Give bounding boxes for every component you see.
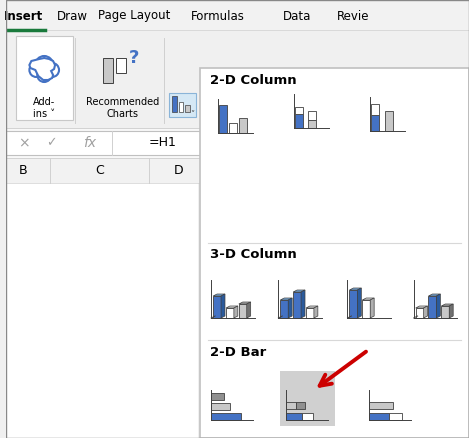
Bar xyxy=(293,292,301,318)
Text: D: D xyxy=(174,165,183,177)
Polygon shape xyxy=(363,298,374,300)
Bar xyxy=(185,105,190,112)
Circle shape xyxy=(298,91,326,119)
Text: ✓: ✓ xyxy=(46,137,56,149)
Bar xyxy=(429,296,436,318)
Bar xyxy=(441,306,449,318)
Polygon shape xyxy=(441,304,453,306)
Polygon shape xyxy=(221,294,225,318)
Bar xyxy=(226,308,234,318)
Circle shape xyxy=(35,56,53,74)
Bar xyxy=(280,371,335,426)
Polygon shape xyxy=(213,294,225,296)
Bar xyxy=(116,58,126,73)
Text: 2-D Column: 2-D Column xyxy=(210,74,297,88)
Bar xyxy=(6,158,469,183)
Bar xyxy=(239,118,247,133)
Polygon shape xyxy=(449,304,453,318)
Text: 3-D Column: 3-D Column xyxy=(210,248,297,261)
Bar xyxy=(308,111,316,120)
Bar xyxy=(104,58,113,83)
Bar xyxy=(6,131,381,155)
Polygon shape xyxy=(416,306,428,308)
Text: Revie: Revie xyxy=(337,10,370,22)
Bar xyxy=(239,304,247,318)
Bar xyxy=(211,413,241,420)
Bar xyxy=(15,36,73,120)
Bar xyxy=(349,290,357,318)
Bar xyxy=(371,104,379,115)
Polygon shape xyxy=(370,298,374,318)
Text: Add-
ins ˅: Add- ins ˅ xyxy=(33,97,55,119)
Polygon shape xyxy=(288,298,292,318)
Text: C: C xyxy=(95,165,104,177)
Text: =H1: =H1 xyxy=(149,137,177,149)
Polygon shape xyxy=(314,306,318,318)
Bar xyxy=(337,92,364,118)
Bar xyxy=(211,393,224,400)
Bar xyxy=(286,402,296,409)
Polygon shape xyxy=(293,290,305,292)
Text: Recommended
Charts: Recommended Charts xyxy=(86,97,159,119)
Bar xyxy=(369,413,389,420)
Bar xyxy=(229,123,237,133)
Bar xyxy=(280,300,288,318)
Polygon shape xyxy=(429,294,440,296)
Bar xyxy=(203,93,228,117)
Bar xyxy=(6,128,469,158)
Polygon shape xyxy=(436,294,440,318)
Bar xyxy=(369,402,393,409)
Bar xyxy=(295,107,303,114)
Bar xyxy=(286,413,302,420)
Polygon shape xyxy=(349,288,361,290)
Text: ?: ? xyxy=(129,49,139,67)
Polygon shape xyxy=(247,302,250,318)
Bar xyxy=(308,120,316,128)
Polygon shape xyxy=(30,58,55,80)
Bar xyxy=(169,93,197,117)
Text: ×: × xyxy=(18,136,29,150)
Bar xyxy=(6,30,469,128)
Polygon shape xyxy=(357,288,361,318)
Bar xyxy=(219,105,227,133)
Circle shape xyxy=(45,63,59,77)
Bar xyxy=(258,93,283,117)
Text: 2-D Bar: 2-D Bar xyxy=(210,346,266,358)
Text: Formulas: Formulas xyxy=(191,10,245,22)
Bar xyxy=(172,96,177,112)
Text: B: B xyxy=(19,165,28,177)
Bar xyxy=(371,115,379,131)
Bar xyxy=(200,68,469,438)
Circle shape xyxy=(30,63,43,77)
Bar xyxy=(363,300,370,318)
Bar xyxy=(295,114,303,128)
Text: Draw: Draw xyxy=(57,10,88,22)
Polygon shape xyxy=(306,306,318,308)
Text: ˅: ˅ xyxy=(190,110,195,120)
Bar xyxy=(306,308,314,318)
Polygon shape xyxy=(280,298,292,300)
Bar xyxy=(6,0,469,30)
Polygon shape xyxy=(234,306,238,318)
Polygon shape xyxy=(424,306,428,318)
Bar xyxy=(211,403,230,410)
Bar xyxy=(302,413,313,420)
Bar xyxy=(416,308,424,318)
Bar xyxy=(213,296,221,318)
Text: fx: fx xyxy=(83,136,96,150)
Circle shape xyxy=(38,68,51,82)
Polygon shape xyxy=(301,290,305,318)
Polygon shape xyxy=(226,306,238,308)
Text: Insert: Insert xyxy=(4,10,43,22)
Bar xyxy=(179,102,183,112)
Bar xyxy=(6,183,198,438)
Bar xyxy=(389,413,402,420)
Polygon shape xyxy=(239,302,250,304)
Bar xyxy=(296,402,305,409)
Text: Data: Data xyxy=(283,10,311,22)
Bar xyxy=(231,93,256,117)
Text: Page Layout: Page Layout xyxy=(98,10,170,22)
Bar xyxy=(385,111,393,131)
